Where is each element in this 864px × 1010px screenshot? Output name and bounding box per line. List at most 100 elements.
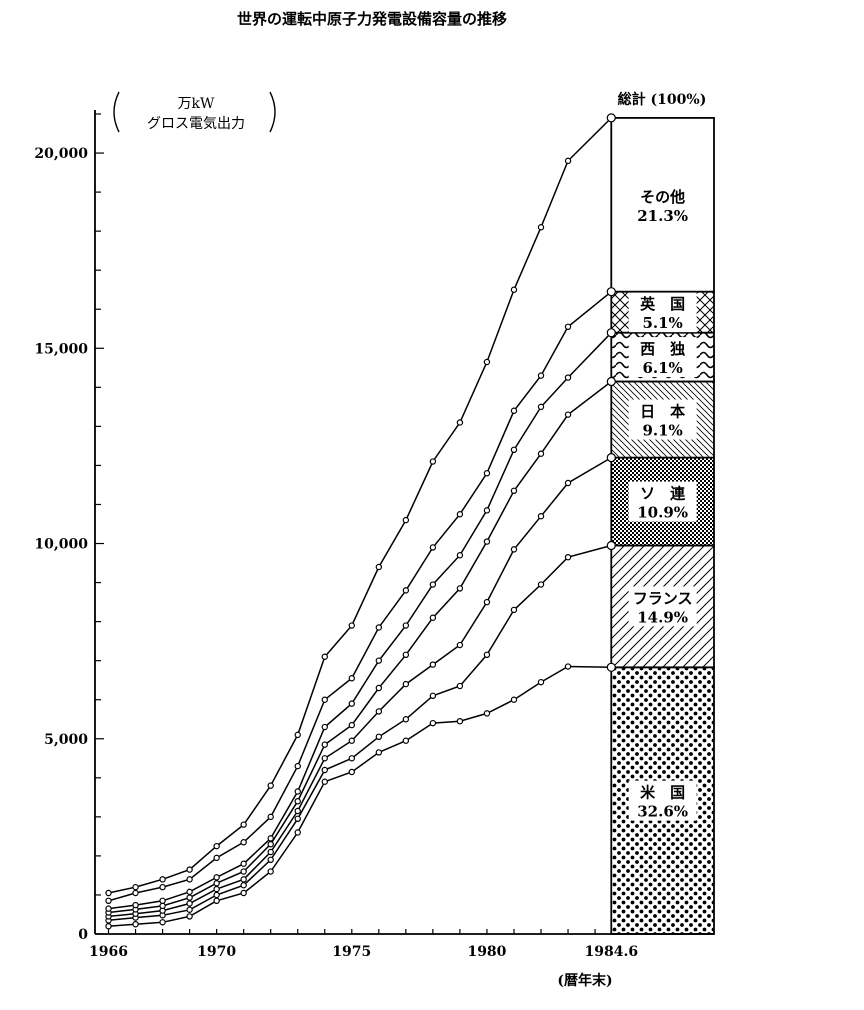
series-6-point-1 [132,883,139,891]
series-3-point-2 [159,902,166,910]
stack-label-percent-3: 9.1% [642,422,682,440]
ylabel-paren-right [269,91,276,133]
series-6-point-5 [240,821,247,828]
stack-label-percent-2: 10.9% [637,504,688,522]
series-1-point-15 [510,606,518,614]
y-tick-label: 20,000 [34,146,88,162]
series-5-point-14 [483,470,491,477]
series-6-point-16 [537,224,545,231]
x-axis-note: (暦年末) [557,972,612,989]
series-3-point-4 [213,880,220,887]
series-4-point-8 [321,723,328,731]
series-line-2 [108,456,612,918]
series-4-point-7 [294,788,301,795]
stack-label-name-5: 英 国 [640,295,685,313]
series-1-point-16 [537,581,545,588]
series-0-point-12 [429,719,437,727]
series-3-point-14 [483,538,491,545]
stack-label-percent-6: 21.3% [637,207,688,225]
series-3-point-5 [240,868,247,875]
stack-label-bg-3 [628,399,697,440]
series-4-point-1 [132,901,139,909]
series-1-point-5 [240,881,247,889]
axes: 0 5,000 10,000 15,000 20,000 1966 1970 1975 1980… [34,110,714,960]
series-1-point-6 [267,856,274,864]
series-4-point-17 [564,374,572,381]
series-3-point-13 [456,585,464,592]
series-2-point-12 [429,661,437,668]
series-6-point-8 [321,653,328,660]
series-0-point-13 [456,717,464,725]
series-6-point-18 [606,113,616,123]
series-4-point-11 [402,622,410,629]
series-5-point-18 [606,287,616,297]
series-3-point-15 [510,487,518,495]
series-3-point-18 [606,376,616,387]
stack-label-percent-0: 32.6% [637,803,688,821]
chart-title: 世界の運転中原子力発電設備容量の推移 [237,10,507,28]
y-axis-label: 万kW グロス電気出力 [113,91,276,133]
stack-label-name-4: 西 独 [640,340,685,358]
series-4-point-9 [348,700,355,707]
series-5-point-7 [294,762,301,770]
series-3-point-8 [321,741,328,748]
series-5-point-5 [240,839,247,846]
series-5-point-13 [456,511,464,518]
series-0-point-5 [240,889,247,897]
series-4-point-18 [606,328,616,338]
series-3-point-16 [537,450,545,457]
x-tick-label: 1984.6 [584,944,638,960]
series-4-point-3 [186,888,193,896]
ylabel-line-1: 万kW [178,96,215,112]
stack-label-name-0: 米 国 [640,784,685,802]
series-0-point-14 [483,710,491,717]
series-6-point-9 [348,622,355,629]
series-2-point-7 [294,807,301,815]
series-0-point-11 [402,737,410,744]
series-6-point-17 [564,157,572,165]
stack-label-name-1: フランス [633,589,693,607]
series-6-point-14 [483,358,491,366]
y-tick-label: 0 [78,927,88,943]
series-5-point-0 [105,897,112,905]
series-5-point-9 [348,675,355,682]
series-0-point-3 [186,913,193,920]
stack-segment-6 [610,117,715,293]
series-5-point-6 [267,813,274,821]
series-5-point-11 [402,587,410,594]
series-1-point-7 [294,815,301,823]
series-2-point-4 [213,885,220,893]
series-6-point-2 [159,876,166,883]
series-1-point-11 [402,716,410,723]
series-2-point-18 [606,453,616,463]
series-4-point-13 [456,552,464,559]
stack-label-name-3: 日 本 [640,403,685,421]
series-6-point-3 [186,866,193,873]
series-4-point-4 [213,874,220,881]
series-3-point-10 [375,684,383,692]
ylabel-paren-left [113,91,120,133]
series-4-point-6 [267,835,274,842]
series-line-3 [108,380,612,914]
x-tick-label: 1975 [332,944,371,960]
series-2-point-8 [321,755,328,762]
series-1-point-12 [429,692,437,700]
series-6-point-6 [267,782,274,789]
series-0-point-0 [105,922,112,930]
series-1-point-4 [213,891,220,899]
series-5-point-17 [564,323,572,331]
series-line-0 [108,665,612,927]
stack-label-percent-5: 5.1% [642,314,682,332]
series-2-point-13 [456,641,464,649]
series-3-point-6 [267,840,274,848]
series-1-point-17 [564,553,572,561]
series-0-point-4 [213,897,220,905]
stack-label-name-6: その他 [640,188,685,206]
series-4-point-15 [510,446,518,454]
y-tick-label: 10,000 [34,537,88,553]
total-label: 総計 (100%) [618,91,707,108]
series-1-point-9 [348,755,355,762]
series-2-point-6 [267,848,274,856]
series-5-point-10 [375,624,383,631]
series-1-point-8 [321,766,328,774]
